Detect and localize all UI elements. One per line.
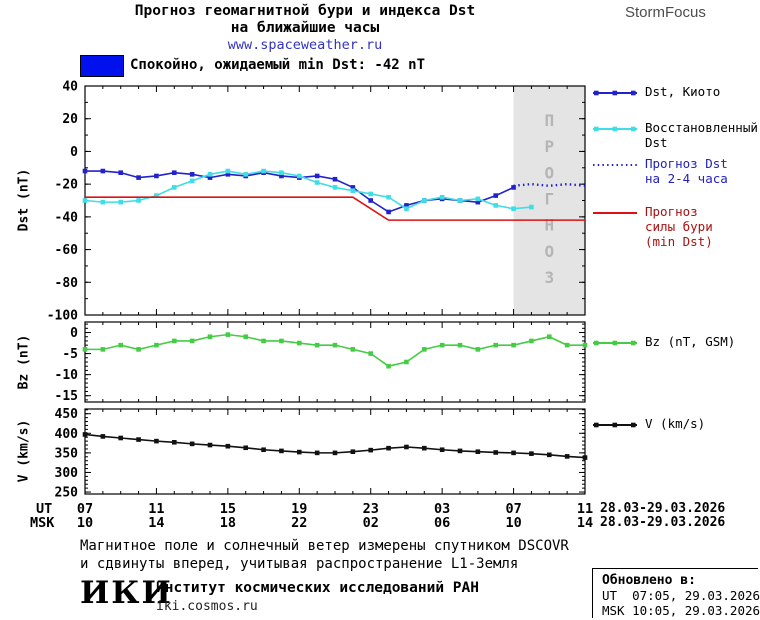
svg-text:10: 10 <box>77 515 93 531</box>
svg-text:15: 15 <box>220 501 236 517</box>
svg-text:0: 0 <box>70 145 78 160</box>
spaceweather-link[interactable]: www.spaceweather.ru <box>227 37 383 53</box>
svg-text:11: 11 <box>148 501 164 517</box>
legend-label-bz: Bz (nT, GSM) <box>645 334 736 349</box>
legend-item-bz: Bz (nT, GSM) <box>592 334 735 354</box>
iki-site-link[interactable]: iki.cosmos.ru <box>156 599 258 614</box>
data-source-note-line2: и сдвинуты вперед, учитывая распростране… <box>80 556 519 572</box>
svg-text:11: 11 <box>577 501 593 517</box>
svg-text:22: 22 <box>291 515 307 531</box>
bz-line-sample <box>592 335 638 354</box>
dst-forecast-dotted-line-sample <box>592 157 638 176</box>
svg-text:0: 0 <box>70 326 78 341</box>
legend-item-dst-forecast: Прогноз Dst на 2-4 часа <box>592 156 728 186</box>
svg-text:300: 300 <box>55 466 79 481</box>
restored-dst-line-sample <box>592 121 638 140</box>
updated-ut: UT 07:05, 29.03.2026 <box>602 588 760 603</box>
svg-text:-10: -10 <box>55 368 79 383</box>
svg-text:-40: -40 <box>55 210 79 225</box>
svg-text:П: П <box>544 111 554 130</box>
svg-text:-15: -15 <box>55 389 78 404</box>
svg-text:250: 250 <box>55 486 79 501</box>
v-line-sample <box>592 417 638 436</box>
updated-msk: MSK 10:05, 29.03.2026 <box>602 603 760 618</box>
legend-item-storm-strength: Прогноз силы бури (min Dst) <box>592 204 713 249</box>
msk-date-range: 28.03-29.03.2026 <box>600 515 726 530</box>
page-title-line1: Прогноз геомагнитной бури и индекса Dst <box>134 3 476 19</box>
svg-text:Р: Р <box>544 137 554 156</box>
svg-text:400: 400 <box>55 427 79 442</box>
header: Прогноз геомагнитной бури и индекса Dst … <box>55 3 555 53</box>
updated-box: Обновлено в: UT 07:05, 29.03.2026 MSK 10… <box>592 568 760 618</box>
iki-logo: ИКИ <box>80 575 173 611</box>
svg-text:З: З <box>544 268 554 287</box>
svg-text:03: 03 <box>434 501 450 517</box>
svg-text:-5: -5 <box>62 347 78 362</box>
storm-status-text: Спокойно, ожидаемый min Dst: -42 nT <box>130 57 426 73</box>
svg-text:40: 40 <box>62 80 78 95</box>
svg-text:18: 18 <box>220 515 236 531</box>
legend-label-restored-dst: Восстановленный Dst <box>645 120 758 150</box>
svg-text:450: 450 <box>55 407 79 422</box>
svg-text:10: 10 <box>505 515 521 531</box>
page-title-line2: на ближайшие часы <box>230 20 380 36</box>
svg-text:-60: -60 <box>55 243 79 258</box>
ut-row-header: UT <box>36 501 53 517</box>
legend-label-storm-strength: Прогноз силы бури (min Dst) <box>645 204 713 249</box>
svg-text:02: 02 <box>363 515 379 531</box>
msk-row-header: MSK <box>30 515 55 531</box>
institute-name: Институт космических исследований РАН <box>156 580 480 596</box>
svg-text:20: 20 <box>62 112 78 127</box>
ut-date-range: 28.03-29.03.2026 <box>600 501 726 516</box>
svg-text:14: 14 <box>577 515 593 531</box>
svg-text:Г: Г <box>544 190 554 209</box>
svg-text:07: 07 <box>77 501 93 517</box>
storm-strength-line-sample <box>592 205 638 224</box>
svg-text:350: 350 <box>55 446 79 461</box>
svg-text:О: О <box>544 242 554 261</box>
legend-item-restored-dst: Восстановленный Dst <box>592 120 758 150</box>
svg-text:14: 14 <box>148 515 164 531</box>
dst-kyoto-line-sample <box>592 85 638 104</box>
bz-axis-label: Bz (nT) <box>16 334 32 390</box>
svg-text:О: О <box>544 163 554 182</box>
svg-text:-100: -100 <box>47 309 78 324</box>
legend-item-dst-kyoto: Dst, Киото <box>592 84 720 104</box>
svg-text:-80: -80 <box>55 276 79 291</box>
stormfocus-brand: StormFocus <box>625 4 706 21</box>
data-source-note-line1: Магнитное поле и солнечный ветер измерен… <box>80 538 569 554</box>
updated-label: Обновлено в: <box>602 573 696 588</box>
legend-label-dst-forecast: Прогноз Dst на 2-4 часа <box>645 156 728 186</box>
svg-text:07: 07 <box>505 501 521 517</box>
v-axis-label: V (km/s) <box>16 419 32 483</box>
svg-text:-20: -20 <box>55 178 79 193</box>
storm-level-swatch <box>80 55 124 77</box>
svg-text:Н: Н <box>544 216 554 235</box>
svg-text:06: 06 <box>434 515 450 531</box>
dst-axis-label: Dst (nT) <box>16 168 32 232</box>
svg-text:23: 23 <box>363 501 379 517</box>
legend-label-dst-kyoto: Dst, Киото <box>645 84 721 99</box>
svg-text:19: 19 <box>291 501 307 517</box>
legend-label-v: V (km/s) <box>645 416 706 431</box>
legend-item-v: V (km/s) <box>592 416 705 436</box>
